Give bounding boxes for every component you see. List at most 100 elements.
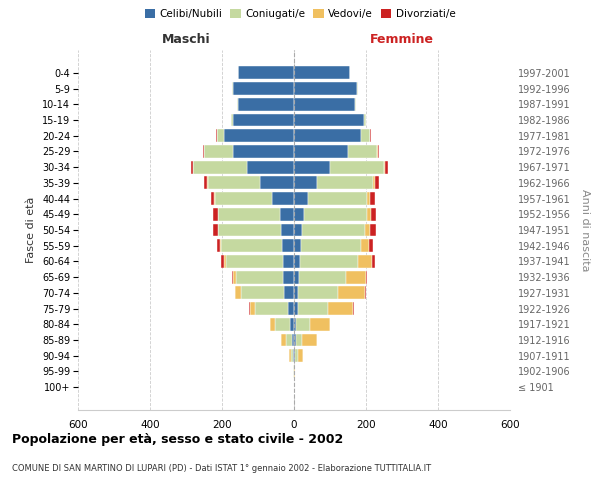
Bar	[235, 286, 241, 300]
Bar	[361, 240, 368, 252]
Bar	[294, 318, 296, 331]
Bar	[218, 224, 281, 236]
Bar	[236, 270, 283, 283]
Bar	[294, 224, 302, 236]
Bar	[368, 240, 373, 252]
Bar	[294, 350, 295, 362]
Bar	[298, 302, 328, 315]
Bar	[247, 160, 294, 173]
Bar	[215, 192, 272, 205]
Bar	[294, 66, 350, 80]
Bar	[283, 255, 294, 268]
Bar	[281, 224, 294, 236]
Text: Maschi: Maschi	[161, 34, 211, 46]
Bar	[220, 240, 221, 252]
Bar	[294, 145, 348, 158]
Bar	[233, 145, 294, 158]
Bar	[294, 240, 301, 252]
Bar	[357, 82, 358, 95]
Bar	[270, 318, 275, 331]
Bar	[301, 240, 361, 252]
Bar	[260, 176, 294, 190]
Bar	[255, 302, 287, 315]
Bar	[296, 334, 302, 346]
Bar	[299, 270, 346, 283]
Bar	[294, 129, 361, 142]
Bar	[238, 66, 294, 80]
Bar	[296, 318, 310, 331]
Bar	[294, 82, 357, 95]
Bar	[348, 145, 377, 158]
Bar	[232, 270, 233, 283]
Bar	[290, 318, 294, 331]
Bar	[208, 176, 260, 190]
Bar	[294, 160, 330, 173]
Y-axis label: Anni di nascita: Anni di nascita	[580, 188, 590, 271]
Bar	[338, 286, 365, 300]
Bar	[346, 270, 365, 283]
Bar	[361, 129, 370, 142]
Bar	[358, 255, 372, 268]
Bar	[370, 192, 376, 205]
Bar	[221, 255, 224, 268]
Bar	[371, 208, 376, 220]
Bar	[298, 350, 303, 362]
Bar	[292, 334, 294, 346]
Bar	[367, 192, 370, 205]
Bar	[224, 129, 294, 142]
Bar	[214, 224, 218, 236]
Bar	[385, 160, 388, 173]
Text: Popolazione per età, sesso e stato civile - 2002: Popolazione per età, sesso e stato civil…	[12, 432, 343, 446]
Text: Femmine: Femmine	[370, 34, 434, 46]
Bar	[287, 302, 294, 315]
Bar	[211, 192, 214, 205]
Bar	[294, 98, 355, 110]
Bar	[355, 98, 356, 110]
Bar	[250, 302, 255, 315]
Text: COMUNE DI SAN MARTINO DI LUPARI (PD) - Dati ISTAT 1° gennaio 2002 - Elaborazione: COMUNE DI SAN MARTINO DI LUPARI (PD) - D…	[12, 464, 431, 473]
Bar	[232, 82, 233, 95]
Bar	[280, 208, 294, 220]
Bar	[294, 286, 298, 300]
Bar	[294, 302, 298, 315]
Bar	[241, 286, 284, 300]
Bar	[294, 270, 299, 283]
Bar	[302, 224, 365, 236]
Bar	[272, 192, 294, 205]
Bar	[310, 318, 330, 331]
Bar	[233, 82, 294, 95]
Bar	[384, 160, 385, 173]
Bar	[367, 208, 371, 220]
Bar	[193, 160, 247, 173]
Bar	[294, 192, 308, 205]
Bar	[298, 286, 338, 300]
Bar	[294, 334, 296, 346]
Bar	[377, 145, 379, 158]
Bar	[370, 129, 371, 142]
Bar	[283, 240, 294, 252]
Bar	[373, 176, 375, 190]
Bar	[304, 208, 367, 220]
Bar	[317, 176, 373, 190]
Bar	[365, 224, 370, 236]
Bar	[221, 240, 283, 252]
Bar	[217, 240, 220, 252]
Bar	[365, 270, 367, 283]
Bar	[233, 114, 294, 126]
Bar	[301, 255, 358, 268]
Bar	[238, 98, 294, 110]
Bar	[284, 286, 294, 300]
Bar	[217, 129, 224, 142]
Bar	[233, 270, 236, 283]
Bar	[294, 255, 301, 268]
Bar	[330, 160, 384, 173]
Bar	[302, 334, 317, 346]
Bar	[286, 334, 292, 346]
Bar	[281, 334, 286, 346]
Bar	[283, 270, 294, 283]
Bar	[294, 176, 317, 190]
Bar	[218, 208, 280, 220]
Bar	[372, 255, 374, 268]
Bar	[205, 176, 207, 190]
Bar	[275, 318, 290, 331]
